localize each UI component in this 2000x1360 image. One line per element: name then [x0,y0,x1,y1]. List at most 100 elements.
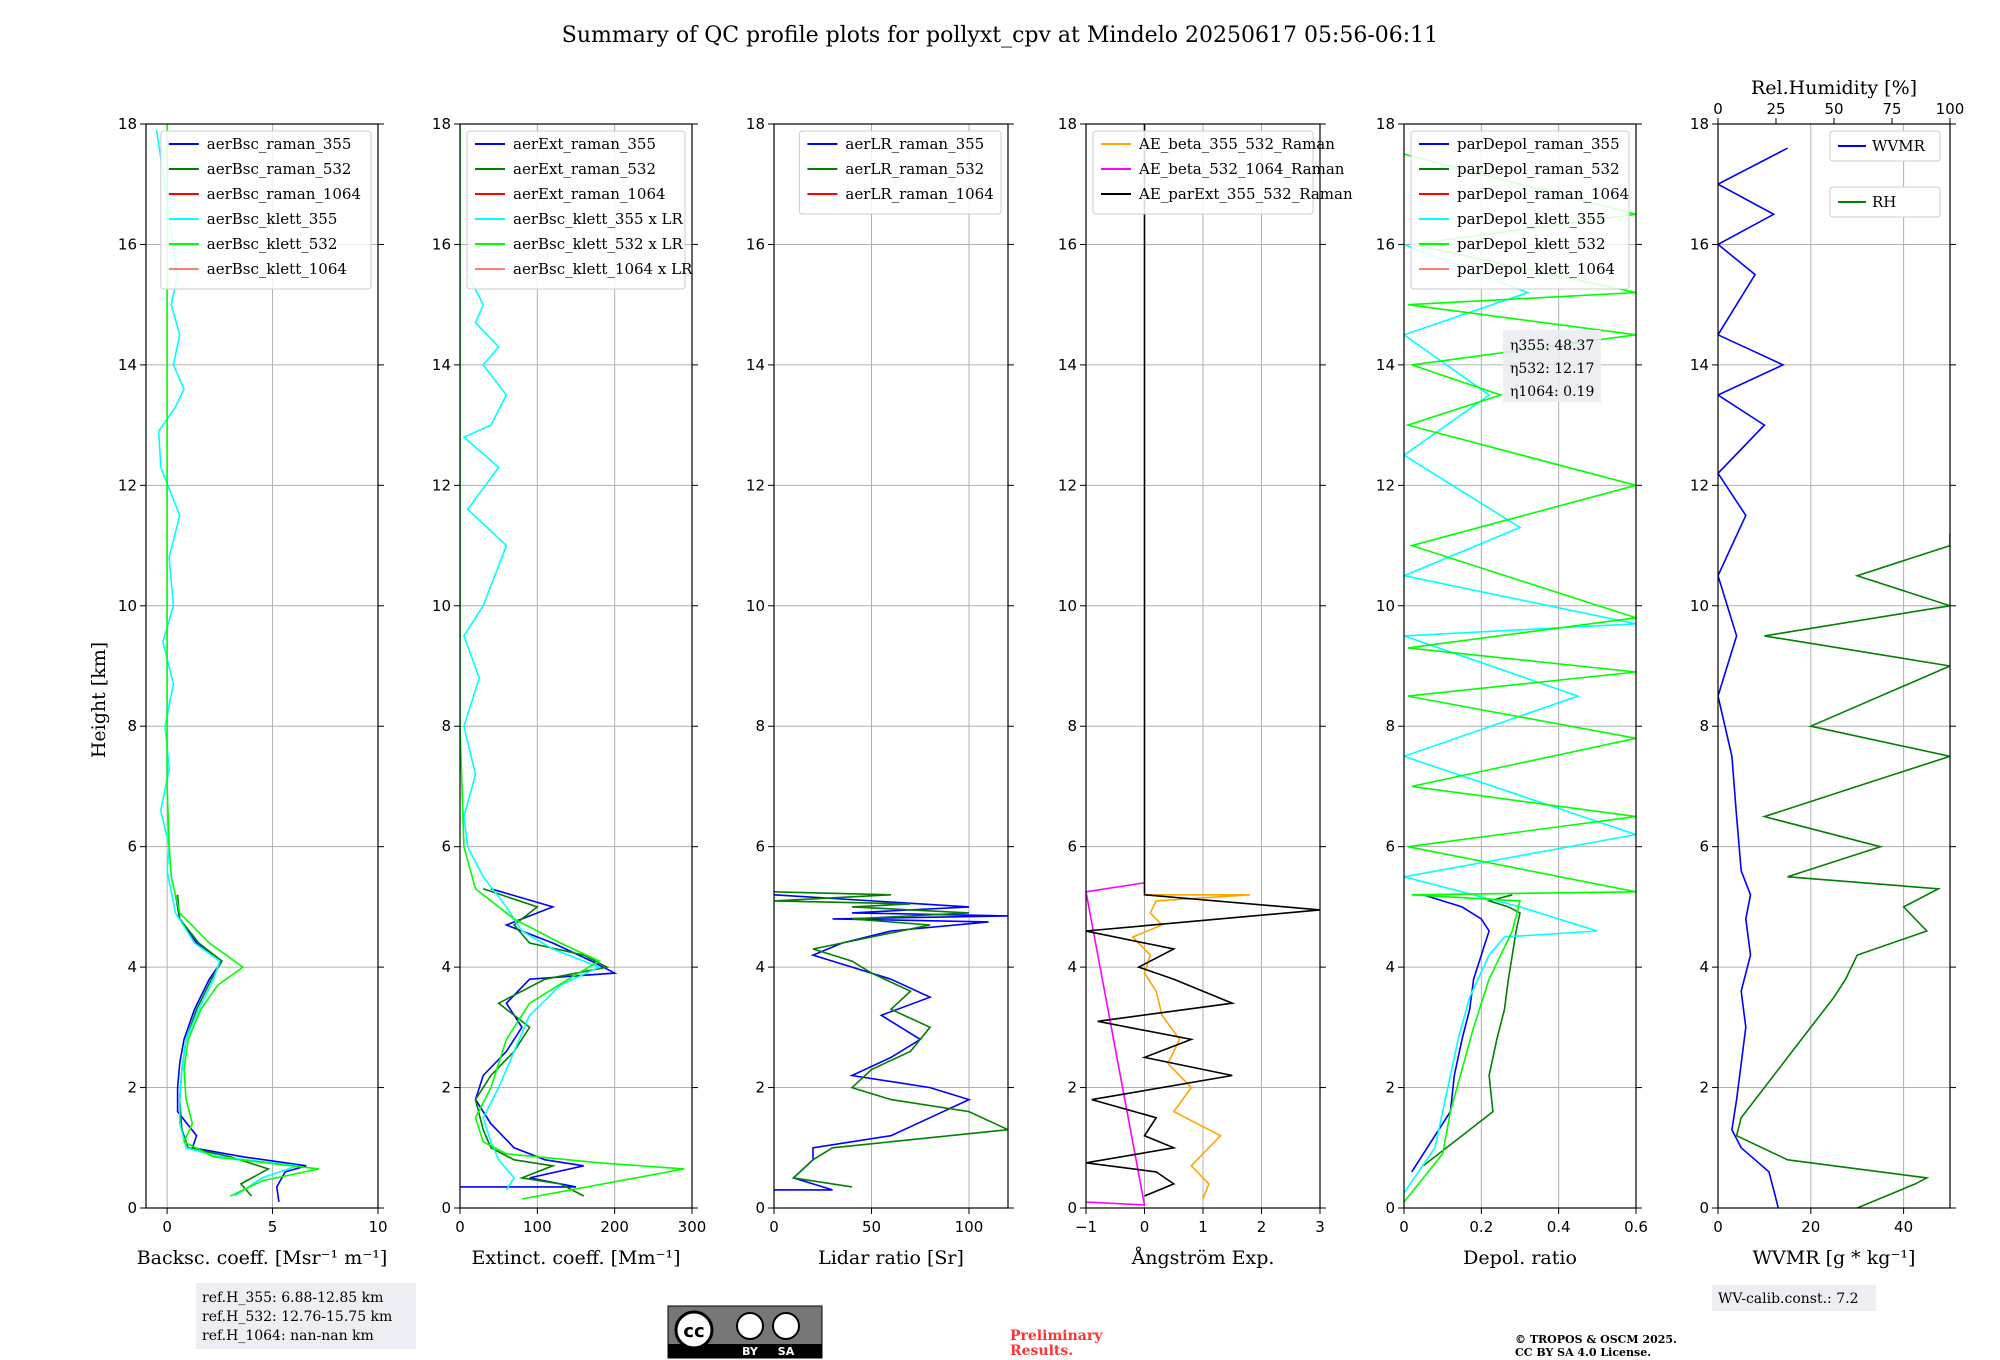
ytick-label: 16 [1690,235,1709,253]
ytick-label: 14 [1058,356,1077,374]
legend-label: parDepol_raman_355 [1457,135,1620,153]
legend-label: parDepol_klett_355 [1457,210,1606,228]
ytick-label: 4 [1699,958,1709,976]
legend-label: WVMR [1872,137,1926,155]
ytick-label: 10 [1690,597,1709,615]
ytick-label: 12 [118,476,137,494]
axes-frame [1085,123,1321,1209]
xtick-label: 0 [1399,1218,1409,1236]
x2tick-label: 75 [1882,100,1901,118]
ytick-label: 14 [746,356,765,374]
ytick-label: 4 [441,958,451,976]
axes-frame [145,123,379,1209]
ytick-label: 0 [127,1199,137,1217]
axes-frame [1403,123,1637,1209]
legend: aerLR_raman_355 aerLR_raman_532 aerLR_rama… [798,130,1002,215]
xtick-label: 100 [523,1218,552,1236]
xtick-label: 0.2 [1469,1218,1493,1236]
ytick-label: 2 [755,1079,765,1097]
panel-3: 0 2 4 6 8 10 12 14 16 18 0 50 100 Lidar ratio [Sr] aer… [746,115,1014,1269]
wv-calib-box: WV-calib.const.: 7.2 [1712,1285,1876,1311]
series-line-AE_parExt_355_532_Raman [1086,124,1320,1197]
legend-label: aerExt_raman_1064 [513,185,666,203]
ytick-label: 10 [432,597,451,615]
legend-label: parDepol_klett_532 [1457,235,1606,253]
legend-label: parDepol_raman_532 [1457,160,1620,178]
ytick-label: 6 [127,838,137,856]
series-line-AE_beta_355_532_Raman [1131,893,1250,1200]
series-group [774,891,1008,1191]
legend-label: AE_beta_355_532_Raman [1138,135,1335,153]
xtick-label: −1 [1075,1218,1097,1236]
series-line-aerLR_raman_355 [774,894,1008,1191]
ytick-label: 14 [1690,356,1709,374]
legend-label: AE_parExt_355_532_Raman [1138,185,1353,203]
ytick-label: 0 [1067,1199,1077,1217]
xtick-label: 100 [955,1218,984,1236]
series-group [460,124,685,1200]
series-line-AE_beta_532_1064_Raman [1086,882,1146,1206]
xtick-label: 40 [1894,1218,1913,1236]
ytick-label: 8 [1699,717,1709,735]
ytick-label: 6 [441,838,451,856]
legend: AE_beta_355_532_Raman AE_beta_532_1064_Ra… [1092,130,1353,215]
cc-logo-icon [674,1310,714,1350]
legend-label: aerBsc_klett_355 [207,210,338,228]
ytick-label: 2 [441,1079,451,1097]
ref-height-355: ref.H_355: 6.88-12.85 km [202,1290,383,1306]
ref-height-532: ref.H_532: 12.76-15.75 km [202,1309,392,1325]
legend-label: aerBsc_raman_355 [207,135,352,153]
legend-box [160,130,372,290]
series-line-parDepol_klett_355 [1404,243,1636,1194]
ytick-label: 12 [432,476,451,494]
ytick-label: 4 [1385,958,1395,976]
copyright-line2: CC BY SA 4.0 License. [1515,1346,1651,1359]
ytick-label: 14 [432,356,451,374]
xtick-label: 20 [1801,1218,1820,1236]
ytick-label: 12 [1376,476,1395,494]
panel-1: 0 2 4 6 8 10 12 14 16 18 0 5 10 Backsc. coeff. [Msr⁻¹… [118,115,388,1269]
ytick-label: 16 [1058,235,1077,253]
license-sa: SA [778,1345,795,1358]
ytick-label: 10 [118,597,137,615]
series-line-RH [1735,533,1950,1208]
ytick-label: 4 [1067,958,1077,976]
legend-box [1829,186,1941,218]
share-alike-icon [772,1312,800,1340]
xtick-label: 200 [600,1218,629,1236]
legend-box [1092,130,1314,215]
ytick-label: 12 [746,476,765,494]
ytick-label: 6 [1067,838,1077,856]
y-axis-label: Height [km] [88,642,110,758]
figure-title: Summary of QC profile plots for pollyxt_… [562,23,1438,48]
series-line-aerBsc_raman_532 [176,894,271,1197]
xtick-label: 0 [1713,1218,1723,1236]
attribution-icon [736,1312,764,1340]
series-group [1404,153,1636,1203]
ytick-label: 8 [127,717,137,735]
x2tick-label: 100 [1936,100,1965,118]
legend-label: aerLR_raman_532 [845,160,984,178]
legend-label: aerBsc_klett_532 x LR [513,235,684,253]
ytick-label: 0 [1385,1199,1395,1217]
series-line-parDepol_raman_355 [1411,894,1490,1173]
ytick-label: 18 [118,115,137,133]
xtick-label: 0 [1140,1218,1150,1236]
legend: aerBsc_raman_355 aerBsc_raman_532 aerBsc_r… [160,130,372,290]
xtick-label: 50 [862,1218,881,1236]
ytick-label: 16 [432,235,451,253]
eta-1064: η1064: 0.19 [1510,384,1594,400]
xtick-label: 3 [1315,1218,1325,1236]
ytick-label: 16 [118,235,137,253]
x2-axis-label: Rel.Humidity [%] [1751,77,1917,99]
series-line-aerBsc_raman_355 [174,894,307,1203]
xtick-label: 300 [678,1218,707,1236]
x2tick-label: 50 [1824,100,1843,118]
legend-label: aerExt_raman_355 [513,135,656,153]
ytick-label: 0 [441,1199,451,1217]
ytick-label: 6 [1385,838,1395,856]
copyright-line1: © TROPOS & OSCM 2025. [1515,1333,1677,1346]
